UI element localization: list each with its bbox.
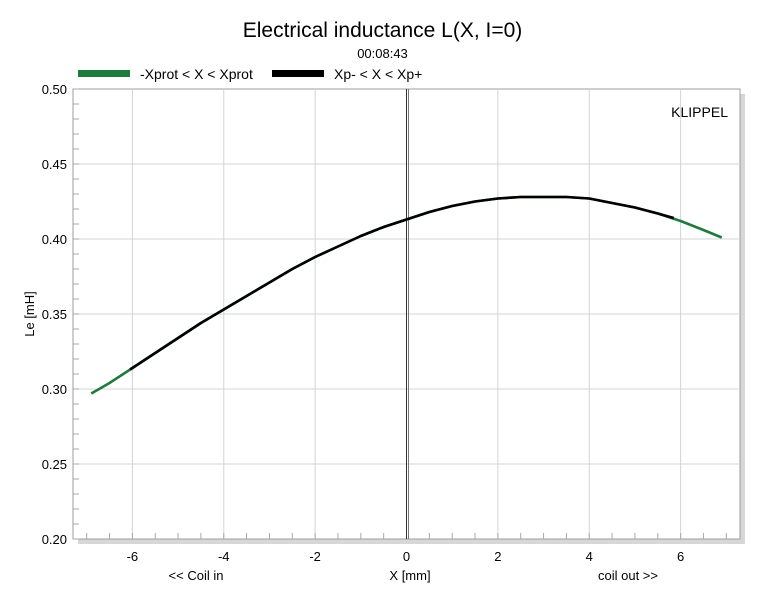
y-tick-label: 0.35 — [42, 307, 67, 322]
x-tick-label: 6 — [677, 549, 684, 564]
legend: -Xprot < X < Xprot Xp- < X < Xp+ — [78, 66, 422, 82]
y-axis-label: Le [mH] — [22, 291, 37, 337]
x-tick-label: 2 — [494, 549, 501, 564]
x-tick-label: 0 — [403, 549, 410, 564]
y-tick-label: 0.40 — [42, 232, 67, 247]
x-tick-label: 4 — [586, 549, 593, 564]
coil-out-note: coil out >> — [598, 568, 658, 583]
x-tick-label: -4 — [218, 549, 230, 564]
series-line-xp — [129, 195, 675, 371]
y-tick-label: 0.20 — [42, 532, 67, 547]
chart-title: Electrical inductance L(X, I=0) — [242, 19, 523, 42]
legend-swatch-xp — [272, 70, 324, 77]
x-axis-label: X [mm] — [389, 568, 430, 583]
y-tick-label: 0.30 — [42, 382, 67, 397]
legend-label-xp: Xp- < X < Xp+ — [334, 66, 422, 82]
x-tick-label: -2 — [309, 549, 321, 564]
y-tick-label: 0.45 — [42, 157, 67, 172]
coil-in-note: << Coil in — [169, 568, 224, 583]
chart-timestamp: 00:08:43 — [357, 46, 408, 61]
y-tick-label: 0.25 — [42, 457, 67, 472]
y-tick-label: 0.50 — [42, 82, 67, 97]
series-layer — [90, 195, 723, 395]
y-tick-labels: 0.20 0.25 0.30 0.35 0.40 0.45 0.50 — [42, 82, 67, 547]
minor-ticks — [73, 88, 727, 540]
legend-swatch-xprot — [78, 70, 130, 77]
x-tick-labels: -6 -4 -2 0 2 4 6 — [127, 549, 685, 564]
legend-label-xprot: -Xprot < X < Xprot — [140, 66, 253, 82]
x-tick-label: -6 — [127, 549, 139, 564]
klippel-watermark: KLIPPEL — [671, 104, 728, 120]
